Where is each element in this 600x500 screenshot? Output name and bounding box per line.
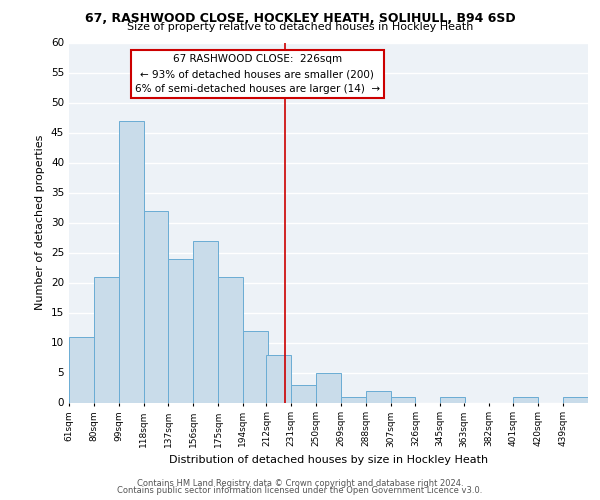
- Bar: [291, 384, 316, 402]
- Bar: [143, 210, 169, 402]
- Bar: [193, 240, 218, 402]
- Bar: [94, 276, 119, 402]
- Text: Contains public sector information licensed under the Open Government Licence v3: Contains public sector information licen…: [118, 486, 482, 495]
- Bar: [69, 336, 94, 402]
- Bar: [440, 396, 465, 402]
- Bar: [514, 396, 538, 402]
- Bar: [316, 372, 341, 402]
- Bar: [119, 120, 143, 402]
- Bar: [341, 396, 366, 402]
- Bar: [563, 396, 588, 402]
- Y-axis label: Number of detached properties: Number of detached properties: [35, 135, 46, 310]
- Bar: [266, 354, 291, 403]
- Text: Size of property relative to detached houses in Hockley Heath: Size of property relative to detached ho…: [127, 22, 473, 32]
- X-axis label: Distribution of detached houses by size in Hockley Heath: Distribution of detached houses by size …: [169, 455, 488, 465]
- Bar: [391, 396, 415, 402]
- Text: Contains HM Land Registry data © Crown copyright and database right 2024.: Contains HM Land Registry data © Crown c…: [137, 478, 463, 488]
- Text: 67 RASHWOOD CLOSE:  226sqm
← 93% of detached houses are smaller (200)
6% of semi: 67 RASHWOOD CLOSE: 226sqm ← 93% of detac…: [134, 54, 380, 94]
- Bar: [366, 390, 391, 402]
- Bar: [169, 258, 193, 402]
- Text: 67, RASHWOOD CLOSE, HOCKLEY HEATH, SOLIHULL, B94 6SD: 67, RASHWOOD CLOSE, HOCKLEY HEATH, SOLIH…: [85, 12, 515, 26]
- Bar: [218, 276, 243, 402]
- Bar: [243, 330, 268, 402]
